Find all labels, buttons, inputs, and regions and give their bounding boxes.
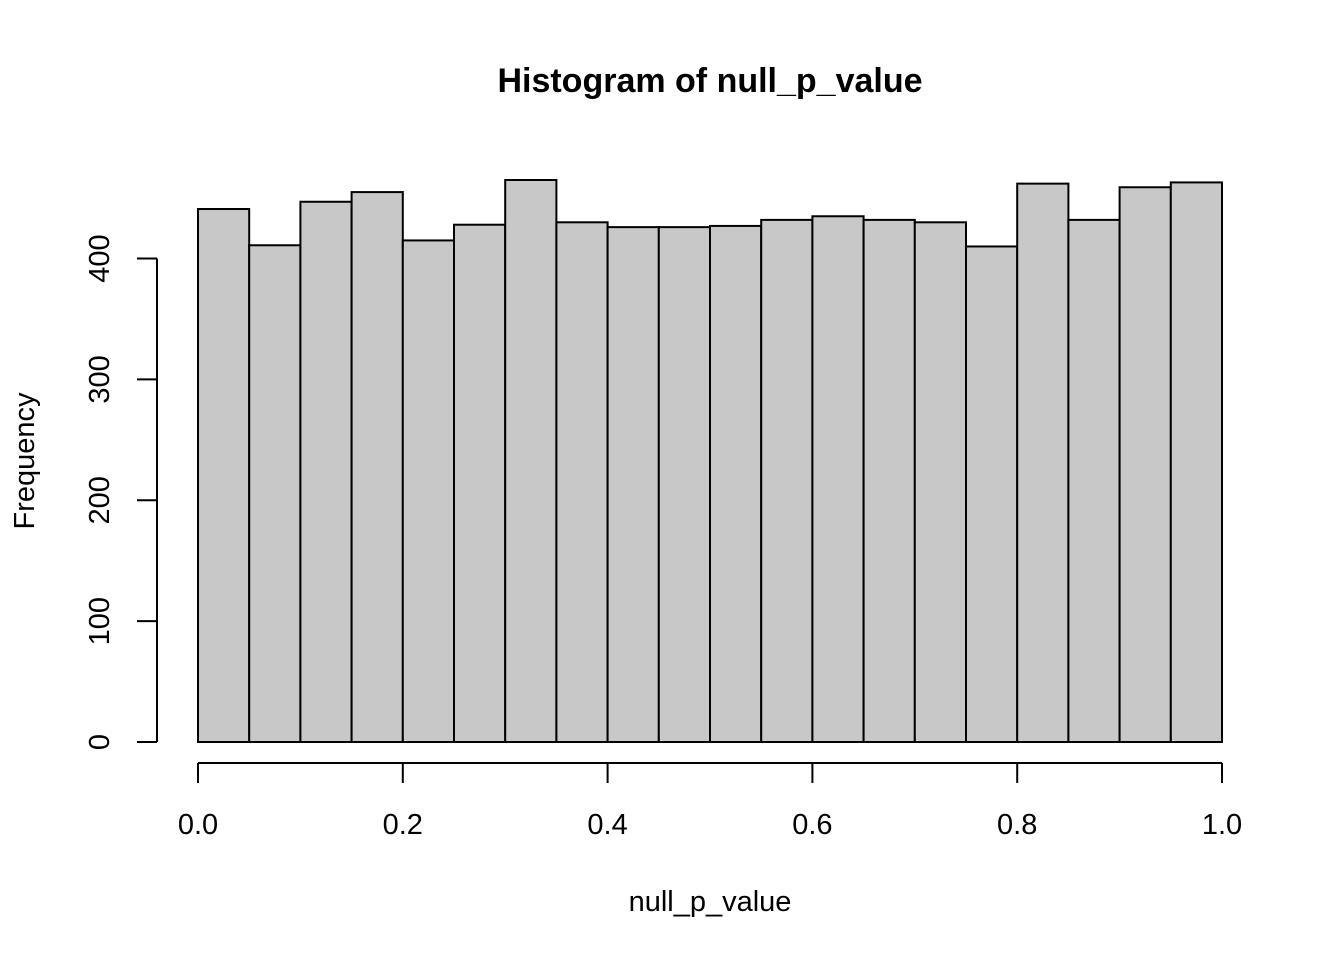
histogram-bar-13 <box>811 215 865 744</box>
y-axis: 0 100 200 300 400 <box>84 234 158 750</box>
x-tick-label: 0.2 <box>383 809 423 841</box>
histogram-bar-2 <box>248 244 302 743</box>
histogram-bar-12 <box>760 218 814 744</box>
y-tick-label: 100 <box>84 597 116 645</box>
x-axis: 0.0 0.2 0.4 0.6 0.8 1.0 <box>178 762 1242 841</box>
y-tick-label: 300 <box>84 355 116 403</box>
histogram-bar-20 <box>1169 181 1224 744</box>
histogram-bar-7 <box>504 179 558 743</box>
histogram-bar-1 <box>197 208 251 743</box>
histogram-bar-10 <box>657 226 711 743</box>
histogram-bar-4 <box>350 191 404 744</box>
histogram-bar-14 <box>862 218 916 744</box>
x-tick-label: 0.0 <box>178 809 218 841</box>
y-tick-label: 0 <box>84 734 116 750</box>
histogram-bar-8 <box>555 221 609 743</box>
histogram-bar-15 <box>913 221 967 743</box>
histogram-bar-3 <box>299 200 353 744</box>
histogram-bar-17 <box>1016 182 1070 744</box>
histogram-bar-16 <box>965 245 1019 743</box>
histogram-bar-9 <box>606 226 660 743</box>
bars-group <box>197 179 1224 744</box>
x-tick-label: 0.4 <box>587 809 627 841</box>
y-tick-label: 400 <box>84 234 116 282</box>
histogram-bar-6 <box>453 223 507 744</box>
histogram-bar-19 <box>1118 186 1172 744</box>
histogram-bar-5 <box>401 239 455 743</box>
x-tick-label: 0.6 <box>792 809 832 841</box>
chart-title: Histogram of null_p_value <box>497 62 922 100</box>
y-tick-label: 200 <box>84 476 116 524</box>
x-tick-label: 1.0 <box>1202 809 1242 841</box>
x-axis-label: null_p_value <box>629 886 792 918</box>
x-tick-label: 0.8 <box>997 809 1037 841</box>
histogram-bar-18 <box>1067 218 1121 744</box>
histogram-bar-11 <box>709 224 763 743</box>
y-axis-label: Frequency <box>9 392 41 530</box>
